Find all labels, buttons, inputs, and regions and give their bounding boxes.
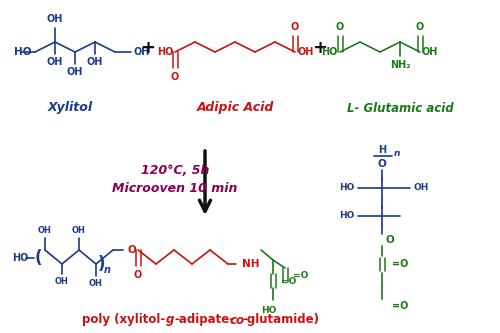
Text: +: + [140,39,156,57]
Text: HO: HO [156,47,173,57]
Text: OH: OH [47,57,63,67]
Text: Microoven 10 min: Microoven 10 min [112,181,238,194]
Text: OH: OH [87,57,103,67]
Text: O: O [416,22,424,32]
Text: O: O [134,270,142,280]
Text: OH: OH [47,14,63,24]
Text: OH: OH [297,47,314,57]
Text: OH: OH [414,183,430,192]
Text: co: co [230,313,245,326]
Text: HO: HO [338,183,354,192]
Text: ): ) [98,255,106,273]
Text: O: O [378,159,386,169]
Text: HO: HO [12,253,28,263]
Text: HO: HO [262,306,276,315]
Text: g: g [166,313,174,326]
Text: O: O [291,22,299,32]
Text: +: + [312,39,328,57]
Text: -glutamide): -glutamide) [242,313,319,326]
Text: O: O [128,245,137,255]
Text: =O: =O [392,259,408,269]
Text: HO: HO [14,47,32,57]
Text: n: n [104,265,110,275]
Text: HO: HO [338,211,354,220]
Text: Xylitol: Xylitol [48,102,92,115]
Text: NH₂: NH₂ [390,60,410,70]
Text: O: O [171,72,179,82]
Text: L- Glutamic acid: L- Glutamic acid [346,102,454,115]
Text: HO: HO [322,47,338,57]
Text: OH: OH [133,47,150,57]
Text: OH: OH [422,47,438,57]
Text: OH: OH [38,226,52,235]
Text: poly (xylitol-: poly (xylitol- [82,313,165,326]
Text: H: H [378,145,386,155]
Text: n: n [394,149,400,158]
Text: =O: =O [293,270,308,279]
Text: Adipic Acid: Adipic Acid [196,102,274,115]
Text: =O: =O [281,276,296,285]
Text: -adipate-: -adipate- [174,313,234,326]
Text: OH: OH [55,277,69,286]
Text: OH: OH [89,279,103,288]
Text: OH: OH [72,226,86,235]
Text: 120°C, 5h: 120°C, 5h [141,164,209,176]
Text: =O: =O [392,301,408,311]
Text: OH: OH [67,67,83,77]
Text: (: ( [35,249,42,267]
Text: O: O [386,235,395,245]
Text: O: O [336,22,344,32]
Text: NH: NH [242,259,260,269]
